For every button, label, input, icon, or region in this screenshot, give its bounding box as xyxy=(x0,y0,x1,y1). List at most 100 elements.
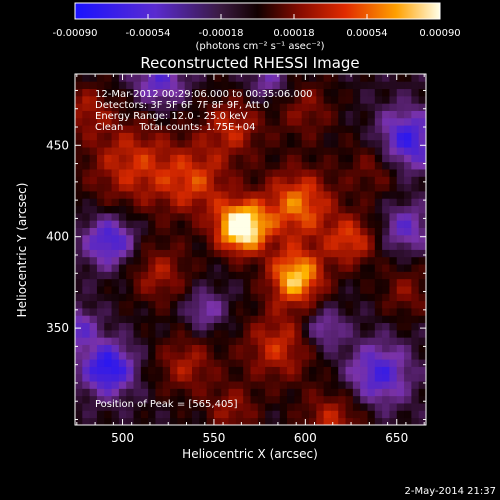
heatmap-cell xyxy=(301,242,310,250)
heatmap-cell xyxy=(272,337,281,345)
heatmap-cell xyxy=(206,381,215,389)
heatmap-cell xyxy=(352,132,361,141)
heatmap-cell xyxy=(382,147,390,155)
heatmap-cell xyxy=(192,300,200,309)
heatmap-cell xyxy=(294,161,303,170)
heatmap-cell xyxy=(323,88,332,97)
heatmap-cell xyxy=(82,139,91,148)
heatmap-cell xyxy=(330,154,339,163)
heatmap-cell xyxy=(148,220,156,228)
heatmap-cell xyxy=(213,271,222,280)
heatmap-cell xyxy=(279,205,288,214)
heatmap-cell xyxy=(418,351,426,360)
heatmap-cell xyxy=(235,198,244,207)
heatmap-cell xyxy=(155,88,164,97)
heatmap-cell xyxy=(162,117,171,126)
heatmap-cell xyxy=(192,74,200,82)
heatmap-cell xyxy=(213,403,222,411)
heatmap-cell xyxy=(170,205,178,214)
heatmap-cell xyxy=(221,147,229,155)
heatmap-cell xyxy=(184,264,193,272)
heatmap-cell xyxy=(250,234,259,243)
heatmap-cell xyxy=(243,410,251,419)
heatmap-cell xyxy=(177,351,186,360)
heatmap-cell xyxy=(177,417,186,425)
heatmap-cell xyxy=(389,322,398,331)
heatmap-cell xyxy=(330,359,339,367)
heatmap-cell xyxy=(418,286,426,294)
heatmap-cell xyxy=(367,373,376,382)
heatmap-cell xyxy=(352,110,361,119)
heatmap-cell xyxy=(82,359,91,367)
heatmap-cell xyxy=(345,198,354,207)
heatmap-cell xyxy=(374,388,383,397)
heatmap-cell xyxy=(162,373,171,382)
heatmap-cell xyxy=(330,147,339,155)
heatmap-cell xyxy=(345,176,354,185)
heatmap-cell xyxy=(404,264,412,272)
heatmap-cell xyxy=(96,132,105,141)
heatmap-cell xyxy=(133,278,142,287)
heatmap-cell xyxy=(162,95,171,104)
heatmap-cell xyxy=(396,359,405,367)
heatmap-cell xyxy=(118,191,127,199)
heatmap-cell xyxy=(323,125,332,133)
heatmap-cell xyxy=(177,169,186,177)
heatmap-cell xyxy=(323,74,332,82)
heatmap-cell xyxy=(374,322,383,331)
heatmap-cell xyxy=(104,315,112,324)
heatmap-cell xyxy=(411,117,420,126)
heatmap-cell xyxy=(111,161,120,170)
heatmap-cell xyxy=(235,271,244,280)
heatmap-cell xyxy=(118,308,127,316)
heatmap-cell xyxy=(148,139,156,148)
heatmap-cell xyxy=(338,264,346,272)
heatmap-cell xyxy=(118,249,127,258)
heatmap-cell xyxy=(272,227,281,236)
heatmap-cell xyxy=(389,417,398,425)
heatmap-cell xyxy=(389,264,398,272)
heatmap-cell xyxy=(272,264,281,272)
heatmap-cell xyxy=(82,308,91,316)
heatmap-cell xyxy=(418,322,426,331)
heatmap-cell xyxy=(265,271,273,280)
heatmap-cell xyxy=(257,234,266,243)
heatmap-cell xyxy=(111,381,120,389)
heatmap-cell xyxy=(396,242,405,250)
heatmap-cell xyxy=(192,381,200,389)
heatmap-cell xyxy=(309,351,317,360)
heatmap-cell xyxy=(360,227,368,236)
heatmap-cell xyxy=(243,176,251,185)
heatmap-cell xyxy=(294,300,303,309)
heatmap-cell xyxy=(82,212,91,221)
heatmap-cell xyxy=(148,381,156,389)
heatmap-cell xyxy=(235,381,244,389)
heatmap-cell xyxy=(279,308,288,316)
heatmap-cell xyxy=(96,403,105,411)
heatmap-cell xyxy=(345,271,354,280)
heatmap-cell xyxy=(221,403,229,411)
heatmap-cell xyxy=(96,300,105,309)
heatmap-cell xyxy=(360,308,368,316)
heatmap-cell xyxy=(170,183,178,192)
heatmap-cell xyxy=(75,234,83,243)
heatmap-cell xyxy=(155,403,164,411)
heatmap-cell xyxy=(287,322,295,331)
heatmap-cell xyxy=(162,293,171,302)
heatmap-cell xyxy=(396,212,405,221)
heatmap-cell xyxy=(330,220,339,228)
heatmap-cell xyxy=(96,242,105,250)
heatmap-cell xyxy=(162,359,171,367)
heatmap-cell xyxy=(301,169,310,177)
heatmap-cell xyxy=(199,147,208,155)
heatmap-cell xyxy=(177,315,186,324)
heatmap-cell xyxy=(250,322,259,331)
heatmap-cell xyxy=(96,161,105,170)
heatmap-cell xyxy=(206,212,215,221)
heatmap-cell xyxy=(367,242,376,250)
heatmap-cell xyxy=(287,293,295,302)
heatmap-cell xyxy=(155,366,164,375)
heatmap-cell xyxy=(82,176,91,185)
heatmap-cell xyxy=(133,176,142,185)
heatmap-cell xyxy=(250,147,259,155)
